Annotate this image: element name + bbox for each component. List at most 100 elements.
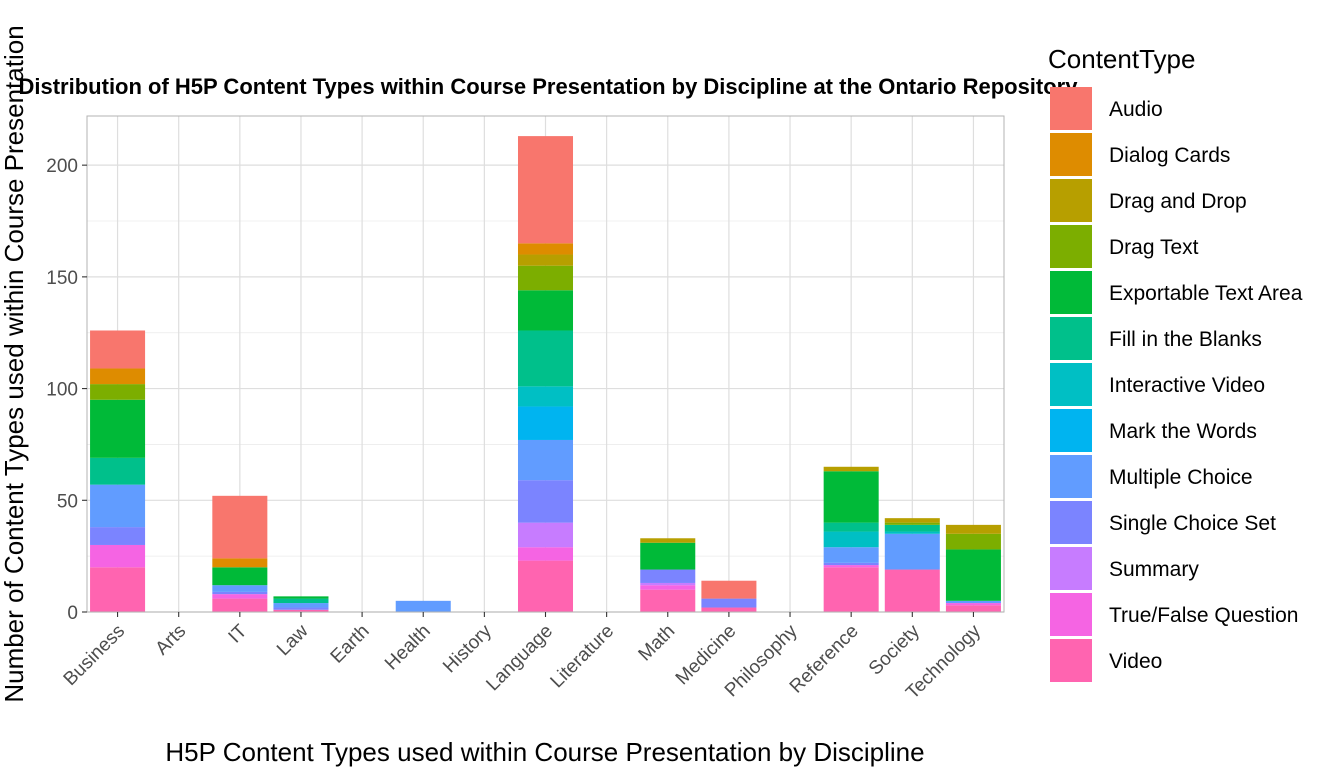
bar-segment <box>90 484 146 528</box>
bar-segment <box>823 522 879 532</box>
legend-label: Interactive Video <box>1109 374 1265 397</box>
bar-segment <box>517 386 574 407</box>
bar-segment <box>212 594 268 599</box>
bar-segment <box>212 598 268 612</box>
bar-segment <box>701 607 757 612</box>
y-axis-title: Number of Content Types used within Cour… <box>0 25 29 702</box>
legend-label: Dialog Cards <box>1109 144 1230 167</box>
legend-key <box>1050 455 1092 498</box>
bar-segment <box>701 580 757 599</box>
bar-segment <box>90 399 146 458</box>
bar-segment <box>90 330 146 369</box>
bar-segment <box>90 384 146 400</box>
bar-segment <box>884 533 940 570</box>
chart-title: Distribution of H5P Content Types within… <box>19 74 1079 99</box>
bar-segment <box>90 544 146 568</box>
legend-key <box>1050 179 1092 222</box>
bar-segment <box>640 538 696 543</box>
bar-segment <box>884 524 940 532</box>
bar-segment <box>640 585 696 590</box>
bar-segment <box>517 136 574 244</box>
legend-key <box>1050 639 1092 682</box>
y-axis-ticks: 0 50 100 150 200 <box>46 156 87 624</box>
bar-segment <box>945 603 1001 606</box>
bar-segment <box>517 406 574 440</box>
bar-segment <box>823 562 879 566</box>
bar-segment <box>90 457 146 485</box>
bar-segment <box>640 569 696 583</box>
legend-label: Drag Text <box>1109 236 1199 259</box>
legend-label: Fill in the Blanks <box>1109 328 1262 351</box>
y-tick-label: 0 <box>67 603 78 624</box>
bar-segment <box>884 569 940 612</box>
legend-key <box>1050 363 1092 406</box>
bar-segment <box>823 531 879 548</box>
bar-segment <box>517 254 574 266</box>
bar-segment <box>640 589 696 612</box>
bar-segment <box>945 605 1001 612</box>
legend: ContentType Audio Dialog Cards Drag and Dr… <box>1048 44 1303 682</box>
legend-label: Multiple Choice <box>1109 466 1253 489</box>
bar-segment <box>212 567 268 586</box>
bar-segment <box>823 565 879 568</box>
bar-segment <box>823 466 879 472</box>
y-tick-label: 150 <box>46 268 78 289</box>
legend-key <box>1050 225 1092 268</box>
bar-segment <box>90 567 146 612</box>
bar-segment <box>517 439 574 481</box>
bar-segment <box>884 518 940 523</box>
legend-label: Video <box>1109 650 1162 673</box>
legend-label: Drag and Drop <box>1109 190 1247 213</box>
bar-segment <box>273 603 329 608</box>
y-tick-label: 50 <box>57 491 78 512</box>
bar-segment <box>945 533 1001 550</box>
bar-segment <box>945 524 1001 534</box>
bar-segment <box>273 609 329 612</box>
bar-segment <box>823 471 879 523</box>
legend-key <box>1050 501 1092 544</box>
y-tick-label: 200 <box>46 156 78 177</box>
bar-segment <box>823 567 879 612</box>
legend-key <box>1050 133 1092 176</box>
bars <box>90 136 1001 612</box>
bar-segment <box>517 243 574 255</box>
legend-label: Exportable Text Area <box>1109 282 1303 305</box>
bar-segment <box>395 600 451 612</box>
bar-segment <box>90 527 146 545</box>
legend-title: ContentType <box>1048 44 1195 74</box>
bar-segment <box>884 522 940 525</box>
bar-segment <box>517 480 574 523</box>
legend-key <box>1050 271 1092 314</box>
legend-key <box>1050 317 1092 360</box>
bar-segment <box>517 330 574 387</box>
legend-key <box>1050 87 1092 130</box>
bar-segment <box>273 596 329 599</box>
legend-label: Summary <box>1109 558 1199 581</box>
bar-segment <box>823 547 879 563</box>
legend-label: True/False Question <box>1109 604 1298 627</box>
legend-label: Single Choice Set <box>1109 512 1276 535</box>
bar-segment <box>212 591 268 595</box>
bar-segment <box>517 265 574 291</box>
bar-segment <box>945 600 1001 604</box>
bar-segment <box>212 558 268 568</box>
bar-segment <box>517 560 574 612</box>
legend-key <box>1050 593 1092 636</box>
bar-segment <box>517 522 574 548</box>
bar-segment <box>273 598 329 604</box>
bar-segment <box>884 531 940 534</box>
bar-segment <box>640 582 696 586</box>
bar-segment <box>517 290 574 331</box>
bar-segment <box>212 585 268 592</box>
x-axis-title: H5P Content Types used within Course Pre… <box>165 737 924 767</box>
bar-segment <box>701 598 757 608</box>
legend-key <box>1050 409 1092 452</box>
y-tick-label: 100 <box>46 380 78 401</box>
bar-segment <box>212 495 268 559</box>
legend-key <box>1050 547 1092 590</box>
bar-segment <box>640 542 696 570</box>
bar-segment <box>945 549 1001 601</box>
bar-segment <box>90 368 146 385</box>
